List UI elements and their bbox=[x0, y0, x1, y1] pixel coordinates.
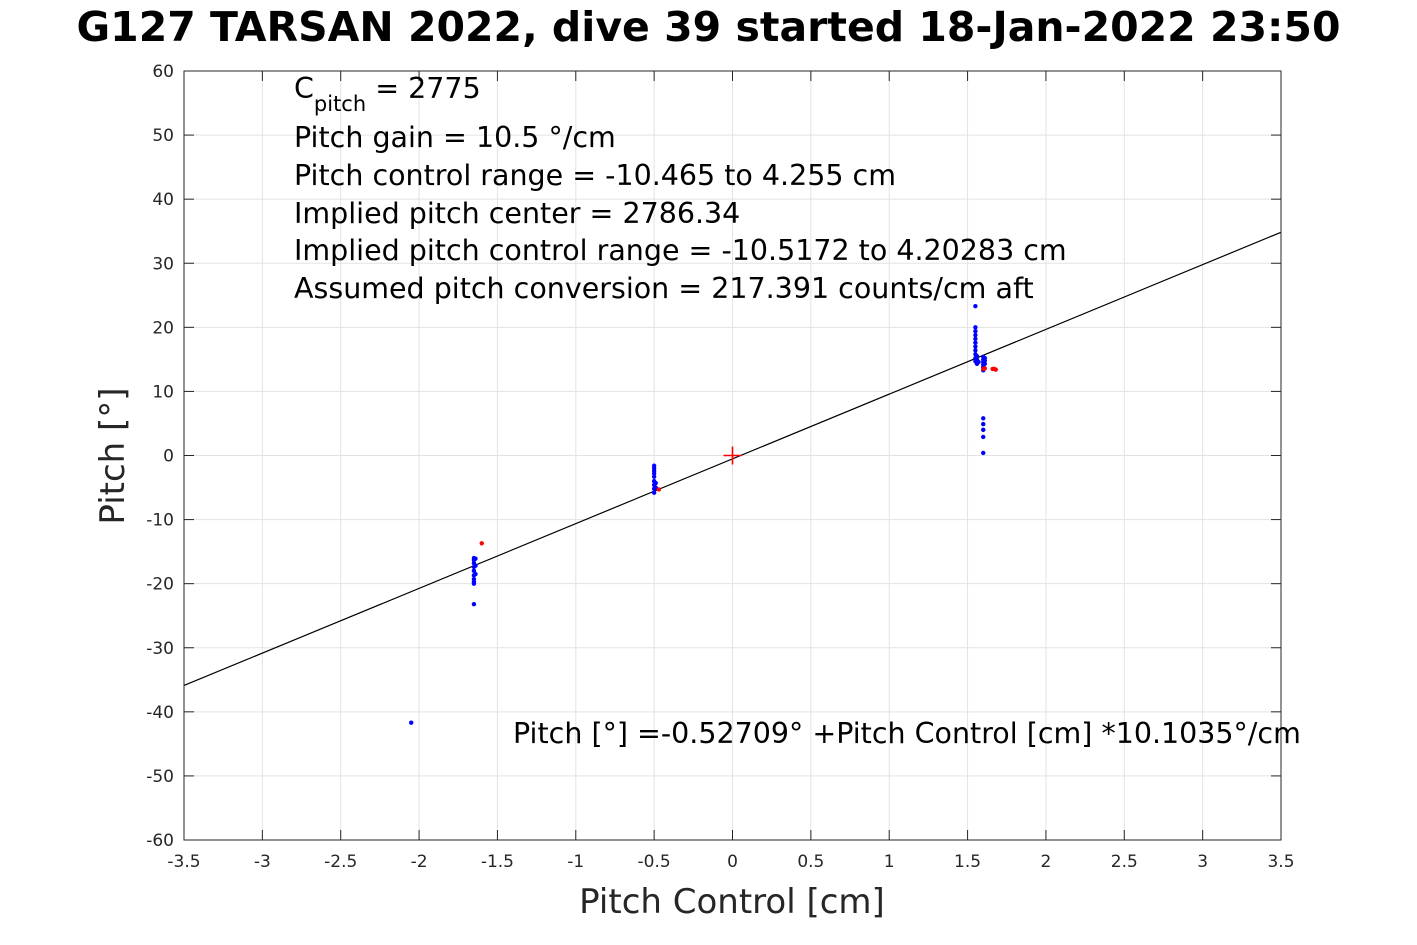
points-layer bbox=[409, 303, 998, 725]
x-tick-label: 1 bbox=[884, 852, 895, 872]
pitch-control-range-annotation: Pitch control range = -10.465 to 4.255 c… bbox=[294, 159, 896, 192]
data-point bbox=[981, 450, 986, 456]
x-tick-label: -1 bbox=[567, 852, 584, 872]
data-point bbox=[473, 571, 478, 577]
implied-pitch-control-range-annotation: Implied pitch control range = -10.5172 t… bbox=[294, 234, 1067, 267]
data-point bbox=[651, 471, 657, 476]
data-point bbox=[973, 340, 978, 345]
data-point bbox=[471, 601, 477, 607]
y-tick-label: -20 bbox=[146, 575, 174, 595]
c-pitch-value: = 2775 bbox=[366, 72, 481, 105]
y-tick-label: 40 bbox=[152, 190, 174, 210]
data-point bbox=[973, 325, 978, 330]
x-tick-label: 3.5 bbox=[1267, 852, 1294, 872]
x-tick-label: -3 bbox=[254, 852, 271, 872]
data-point bbox=[981, 416, 986, 421]
data-point bbox=[651, 474, 657, 479]
data-point bbox=[973, 348, 978, 353]
implied-pitch-center-annotation: Implied pitch center = 2786.34 bbox=[294, 197, 740, 230]
x-tick-label: 0.5 bbox=[797, 852, 824, 872]
y-tick-label: 50 bbox=[152, 126, 174, 146]
pitch-gain-annotation: Pitch gain = 10.5 °/cm bbox=[294, 121, 616, 154]
data-point bbox=[473, 556, 478, 561]
y-tick-label: -60 bbox=[146, 831, 174, 851]
x-tick-label: -3.5 bbox=[167, 852, 200, 872]
y-tick-label: 20 bbox=[152, 318, 174, 338]
data-point bbox=[976, 359, 981, 365]
data-point bbox=[982, 358, 988, 363]
data-point bbox=[982, 361, 988, 367]
y-axis-label: Pitch [°] bbox=[93, 387, 133, 524]
y-tick-label: 60 bbox=[152, 62, 174, 82]
x-axis-label: Pitch Control [cm] bbox=[579, 882, 885, 922]
data-point bbox=[651, 490, 657, 495]
y-tick-label: -50 bbox=[146, 767, 174, 787]
x-tick-label: 2.5 bbox=[1111, 852, 1138, 872]
y-tick-label: -10 bbox=[146, 511, 174, 531]
y-tick-label: 30 bbox=[152, 254, 174, 274]
axis-labels: Pitch Control [cm] Pitch [°] bbox=[93, 387, 885, 922]
y-tick-label: -40 bbox=[146, 703, 174, 723]
data-point bbox=[653, 480, 658, 486]
data-point bbox=[973, 328, 978, 334]
x-tick-label: -0.5 bbox=[638, 852, 671, 872]
data-point bbox=[974, 353, 980, 359]
c-pitch-subscript: pitch bbox=[314, 92, 366, 116]
annotation-block: Cpitch = 2775 Pitch gain = 10.5 °/cm Pit… bbox=[294, 72, 1301, 750]
data-point bbox=[981, 434, 986, 440]
assumed-pitch-conversion-annotation: Assumed pitch conversion = 217.391 count… bbox=[294, 272, 1034, 305]
origin-plus-marker bbox=[723, 446, 742, 465]
x-tick-label: -2 bbox=[411, 852, 428, 872]
y-tick-label: 10 bbox=[152, 382, 174, 402]
data-point bbox=[479, 541, 484, 546]
data-point bbox=[473, 563, 478, 568]
data-point bbox=[973, 332, 978, 338]
c-pitch-annotation: Cpitch = 2775 bbox=[294, 72, 481, 116]
grid-layer bbox=[184, 71, 1281, 840]
x-tick-label: -2.5 bbox=[324, 852, 357, 872]
x-tick-label: 0 bbox=[727, 852, 738, 872]
x-tick-label: -1.5 bbox=[481, 852, 514, 872]
data-point bbox=[973, 303, 978, 309]
c-pitch-label: C bbox=[294, 72, 314, 105]
data-point bbox=[981, 421, 986, 427]
x-tick-label: 2 bbox=[1041, 852, 1052, 872]
chart-title: G127 TARSAN 2022, dive 39 started 18-Jan… bbox=[76, 3, 1341, 51]
ticks-layer: -3.5 -3 -2.5 -2 -1.5 -1 -0.5 0 0.5 1 1.5 2 2.5 3 3.5 -6… bbox=[146, 62, 1294, 872]
data-point bbox=[982, 366, 988, 371]
x-tick-label: 3 bbox=[1197, 852, 1208, 872]
x-tick-label: 1.5 bbox=[954, 852, 981, 872]
fit-equation-annotation: Pitch [°] =-0.52709° +Pitch Control [cm]… bbox=[513, 717, 1301, 750]
data-point bbox=[973, 344, 978, 349]
data-point bbox=[993, 367, 998, 372]
data-point bbox=[973, 336, 978, 342]
y-tick-label: -30 bbox=[146, 639, 174, 659]
data-point bbox=[471, 579, 477, 584]
data-point bbox=[981, 427, 986, 433]
data-point bbox=[656, 487, 662, 492]
data-point bbox=[409, 720, 414, 725]
y-tick-label: 0 bbox=[163, 447, 174, 467]
